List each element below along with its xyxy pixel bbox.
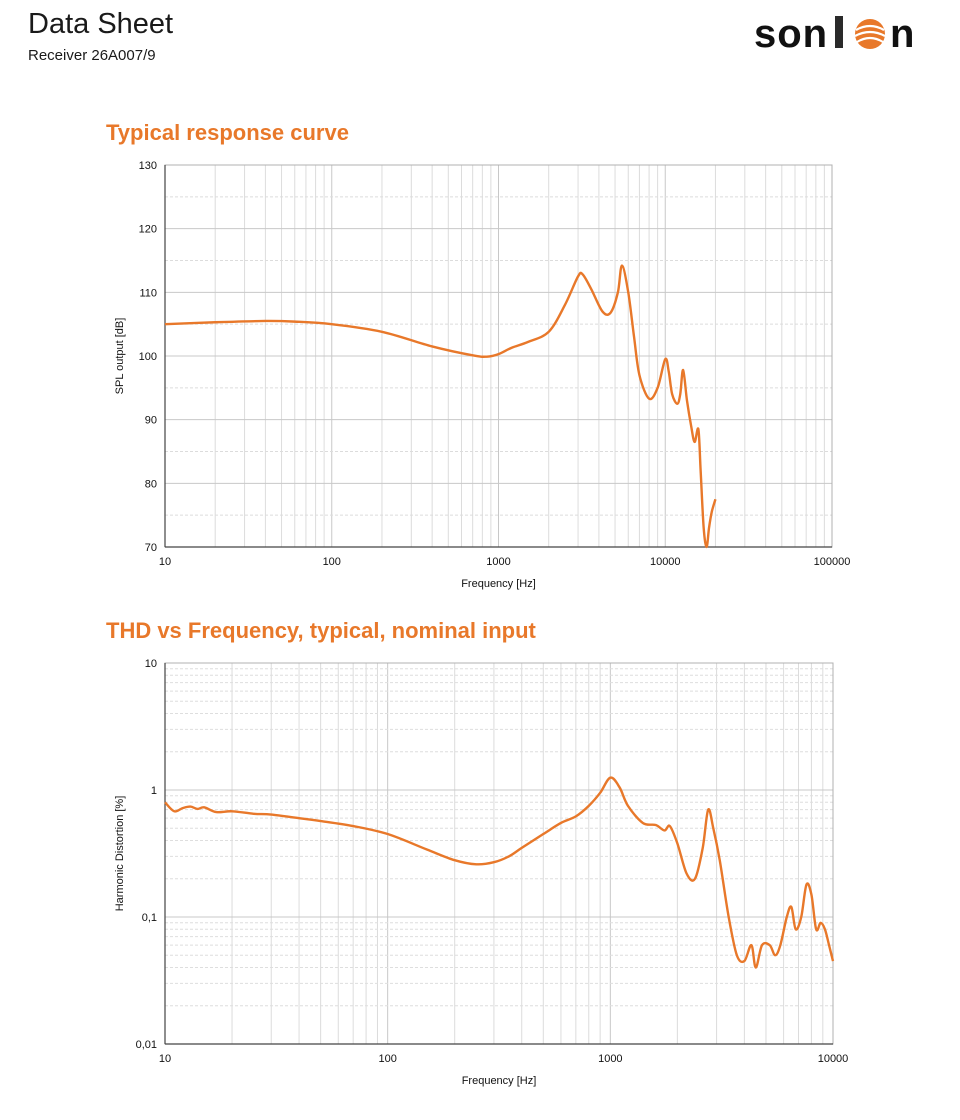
x-tick-label: 1000 — [486, 556, 510, 568]
grid — [164, 164, 832, 548]
x-tick-label: 1000 — [598, 1053, 622, 1065]
grid — [164, 663, 833, 1045]
y-axis-label: Harmonic Distortion [%] — [114, 796, 126, 912]
chart-2-title: THD vs Frequency, typical, nominal input — [106, 618, 536, 643]
y-tick-label: 0,01 — [136, 1039, 157, 1051]
chart-1-title: Typical response curve — [106, 120, 349, 145]
y-tick-label: 130 — [139, 160, 157, 172]
y-tick-label: 10 — [145, 658, 157, 670]
plot-frame — [164, 662, 834, 1045]
y-tick-label: 1 — [151, 785, 157, 797]
sonion-logo: son n — [754, 12, 914, 56]
y-tick-label: 70 — [145, 542, 157, 554]
y-tick-label: 110 — [139, 287, 157, 299]
svg-text:son: son — [754, 12, 828, 56]
y-tick-label: 100 — [139, 351, 157, 363]
series-line — [164, 264, 717, 549]
x-axis-label: Frequency [Hz] — [461, 578, 536, 590]
x-tick-label: 10000 — [818, 1053, 849, 1065]
series-line — [164, 776, 835, 969]
thd-chart: 10 100 1000 10000 0,01 0,1 1 10 Frequency [Hz] Ha… — [114, 658, 849, 1087]
page-title: Data Sheet — [28, 8, 174, 40]
x-tick-label: 10 — [159, 1053, 171, 1065]
response-curve-chart: 10 100 1000 10000 100000 70 80 90 100 110 120 130 Fr… — [114, 160, 851, 590]
y-tick-label: 120 — [139, 224, 157, 236]
x-tick-label: 100 — [323, 556, 341, 568]
x-tick-label: 100 — [378, 1053, 396, 1065]
x-tick-label: 10 — [159, 556, 171, 568]
y-tick-label: 80 — [145, 478, 157, 490]
y-axis-label: SPL output [dB] — [114, 318, 126, 395]
y-tick-label: 0,1 — [142, 912, 157, 924]
x-tick-label: 10000 — [650, 556, 681, 568]
svg-text:n: n — [890, 12, 914, 56]
x-tick-label: 100000 — [814, 556, 851, 568]
y-tick-label: 90 — [145, 415, 157, 427]
x-axis-label: Frequency [Hz] — [462, 1075, 537, 1087]
page-subtitle: Receiver 26A007/9 — [28, 47, 156, 64]
